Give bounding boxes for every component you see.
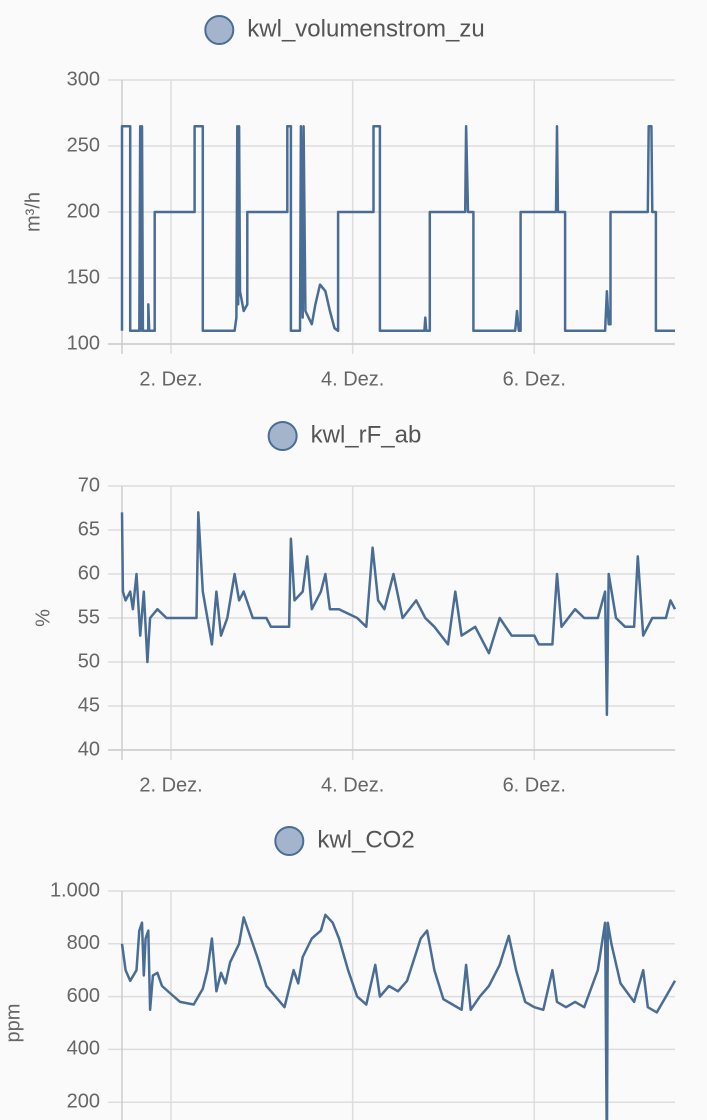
- x-tick-label: 6. Dez.: [503, 368, 566, 390]
- series-line: [120, 124, 675, 333]
- y-axis-label: %: [32, 609, 54, 627]
- legend: kwl_rF_ab: [267, 421, 422, 451]
- y-tick-label: 1.000: [50, 879, 100, 901]
- x-tick-label: 2. Dez.: [139, 774, 202, 796]
- legend: kwl_volumenstrom_zu: [204, 15, 485, 45]
- y-tick-label: 60: [78, 562, 100, 584]
- x-tick-label: 6. Dez.: [503, 774, 566, 796]
- x-tick-label: 2. Dez.: [139, 368, 202, 390]
- y-tick-label: 65: [78, 518, 100, 540]
- legend-swatch: [274, 826, 305, 856]
- series-line: [120, 511, 677, 717]
- x-tick-label: 4. Dez.: [321, 774, 384, 796]
- y-tick-label: 150: [67, 266, 100, 288]
- legend-label: kwl_rF_ab: [311, 421, 422, 448]
- legend-label: kwl_volumenstrom_zu: [247, 15, 484, 42]
- y-tick-label: 45: [78, 694, 100, 716]
- y-tick-label: 100: [67, 332, 100, 354]
- y-tick-label: 600: [67, 985, 100, 1007]
- y-tick-label: 70: [78, 474, 100, 496]
- y-tick-label: 200: [67, 1090, 100, 1112]
- y-tick-label: 200: [67, 200, 100, 222]
- y-tick-label: 250: [67, 134, 100, 156]
- legend-swatch: [204, 15, 235, 45]
- y-tick-label: 400: [67, 1038, 100, 1060]
- legend-label: kwl_CO2: [317, 826, 414, 853]
- y-tick-label: 55: [78, 606, 100, 628]
- y-tick-label: 50: [78, 650, 100, 672]
- y-axis-label: ppm: [2, 1004, 24, 1043]
- series-line: [120, 913, 677, 1120]
- legend-swatch: [267, 421, 298, 451]
- x-tick-label: 4. Dez.: [321, 368, 384, 390]
- y-tick-label: 40: [78, 738, 100, 760]
- y-tick-label: 800: [67, 932, 100, 954]
- y-tick-label: 300: [67, 68, 100, 90]
- legend: kwl_CO2: [274, 826, 415, 856]
- y-axis-label: m³/h: [22, 192, 44, 232]
